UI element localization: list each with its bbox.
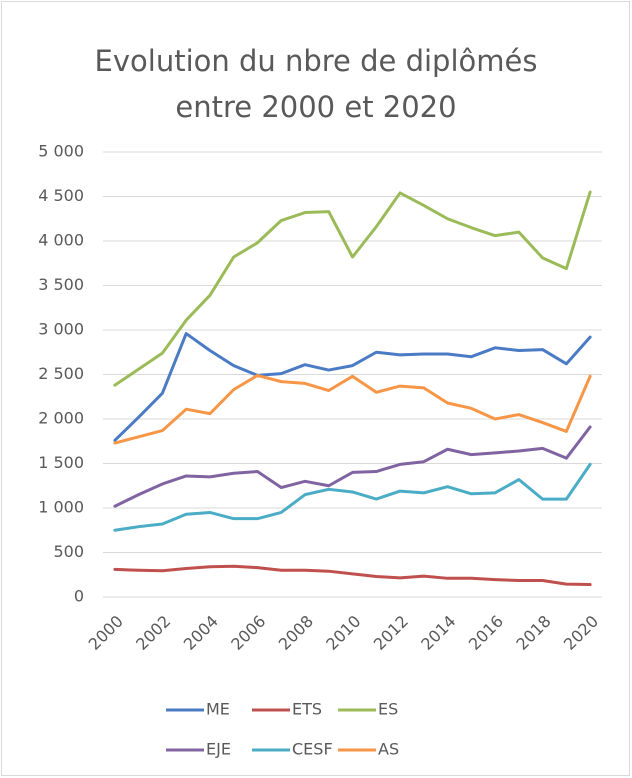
y-tick-label: 1 500 xyxy=(38,453,84,472)
x-tick-label: 2008 xyxy=(275,612,317,654)
y-tick-label: 3 500 xyxy=(38,275,84,294)
x-tick-label: 2004 xyxy=(180,612,222,654)
y-tick-label: 0 xyxy=(74,587,84,606)
series-line xyxy=(113,462,592,532)
y-tick-label: 4 500 xyxy=(38,186,84,205)
y-tick-label: 2 500 xyxy=(38,364,84,383)
x-tick-label: 2006 xyxy=(227,612,269,654)
y-tick-label: 500 xyxy=(53,542,84,561)
y-tick-label: 4 000 xyxy=(38,231,84,250)
x-tick-label: 2014 xyxy=(417,612,459,654)
legend-label: CESF xyxy=(292,740,333,759)
x-tick-label: 2010 xyxy=(322,612,364,654)
chart-title: Evolution du nbre de diplômés entre 2000… xyxy=(94,44,538,124)
legend-label: ES xyxy=(378,700,398,719)
series-line xyxy=(113,332,592,442)
y-tick-label: 1 000 xyxy=(38,498,84,517)
series-line xyxy=(113,425,592,508)
legend-label: ETS xyxy=(292,700,322,719)
legend-label: AS xyxy=(378,740,399,759)
x-tick-label: 2000 xyxy=(85,612,127,654)
legend-label: ME xyxy=(206,700,230,719)
x-tick-label: 2016 xyxy=(465,612,507,654)
x-tick-label: 2020 xyxy=(560,612,602,654)
x-tick-label: 2012 xyxy=(370,612,412,654)
y-tick-label: 3 000 xyxy=(38,320,84,339)
x-tick-label: 2002 xyxy=(132,612,174,654)
y-tick-label: 2 000 xyxy=(38,409,84,428)
series-line xyxy=(113,190,592,387)
legend-label: EJE xyxy=(206,740,231,759)
x-tick-label: 2018 xyxy=(512,612,554,654)
series-line xyxy=(113,373,592,445)
y-tick-label: 5 000 xyxy=(38,142,84,161)
series-line xyxy=(113,564,592,587)
